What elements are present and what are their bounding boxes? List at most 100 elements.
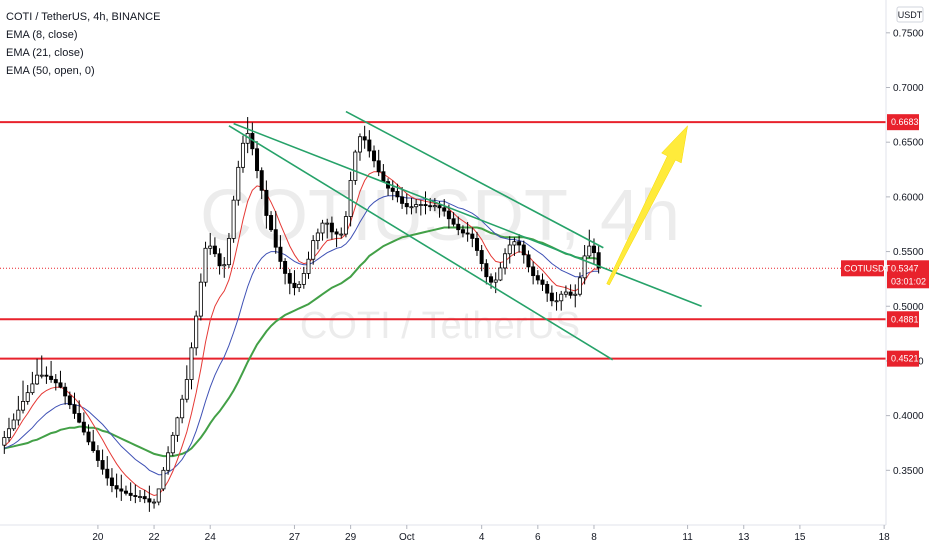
candle-body-down [517,241,522,246]
candle [540,273,545,291]
candle-body-down [395,191,400,198]
price-tick-label: 0.7500 [893,28,924,39]
level-badge-label: 0.6683 [891,117,919,127]
candle-body-up [39,374,44,377]
candle-body-down [81,421,86,433]
candle-body-up [343,216,348,235]
candle-body-up [138,496,143,498]
candle-body-down [259,170,264,191]
candle [512,237,517,256]
candle [376,149,381,177]
level-badge-label: 0.4881 [891,314,919,324]
candle-body-down [72,404,77,414]
candle-body-down [465,232,470,235]
candle [25,385,30,405]
candle-body-up [297,283,302,289]
time-tick-label: 11 [682,532,693,543]
candle [587,229,592,259]
channel-line [345,110,604,249]
candle-body-up [2,437,7,446]
candle-body-up [184,379,189,400]
candle [255,141,260,179]
candle [367,130,372,158]
candle [404,193,409,215]
time-axis[interactable]: 20 22 24 27 29 Oct 4 6 8 11 13 15 18 [0,524,890,543]
time-tick-label: 24 [205,532,217,543]
candle [446,204,451,229]
symbol-badge [841,260,884,277]
candle-body-up [16,409,21,421]
candle [44,366,49,384]
candle [138,490,143,503]
candle-body-up [573,293,578,296]
candle [292,270,297,296]
currency-button[interactable]: USDT [896,6,924,23]
candle [460,225,465,238]
candle [451,212,456,227]
candle [198,273,203,321]
candle-body-up [409,206,414,209]
candle [343,211,348,238]
candle-body-up [180,398,185,419]
indicator-ema-21[interactable]: EMA (21, close) [6,47,84,59]
candle [334,228,339,248]
candle [353,149,358,185]
symbol-badge-label: COTIUSDT [844,263,891,273]
candle [357,133,362,161]
candle [147,485,152,512]
candle-body-down [58,382,63,388]
candle [240,135,245,173]
candle [554,292,559,311]
candle [63,382,68,405]
candle [297,281,302,293]
candle [128,482,133,501]
candle-body-up [203,247,208,283]
time-tick-label: 20 [92,532,104,543]
candle-body-down [446,210,451,220]
candle [414,199,419,214]
time-tick-label: 29 [345,532,357,543]
candle [231,195,236,243]
candle-body-up [414,204,419,208]
candle [568,284,573,299]
candle [30,371,35,395]
ema-lines [3,171,599,497]
candle-body-up [226,238,231,266]
candle [311,235,316,265]
candle-body-down [390,187,395,192]
candle-body-up [189,347,194,380]
candle-body-down [105,468,110,479]
candle [81,412,86,436]
candle [517,234,522,253]
candle-body-down [287,273,292,284]
candle-body-down [278,246,283,262]
candle-body-down [142,496,147,500]
candle-body-down [329,222,334,233]
candle-body-up [587,245,592,257]
candle-body-down [255,148,260,172]
candle-body-down [123,490,128,494]
candle [49,360,54,383]
candle-body-up [161,469,166,490]
candle [35,358,40,385]
indicator-ema-50[interactable]: EMA (50, open, 0) [6,65,95,77]
indicator-ema-8[interactable]: EMA (8, close) [6,29,78,41]
watermark-name: COTI / TetherUS [300,305,580,347]
candle [278,235,283,270]
candle [208,232,213,255]
candle-body-down [63,386,68,397]
candle [320,219,325,241]
candle [72,392,77,419]
ema-8-line [3,171,599,497]
candle [21,380,26,414]
price-tick-label: 0.5500 [893,247,924,258]
candle-body-up [563,291,568,295]
candle [11,413,16,431]
candle-body-down [540,279,545,285]
time-tick-label: 13 [738,532,750,543]
candle-body-up [240,142,245,168]
chart-title[interactable]: COTI / TetherUS, 4h, BINANCE [6,11,161,23]
projection-arrow [606,125,688,286]
